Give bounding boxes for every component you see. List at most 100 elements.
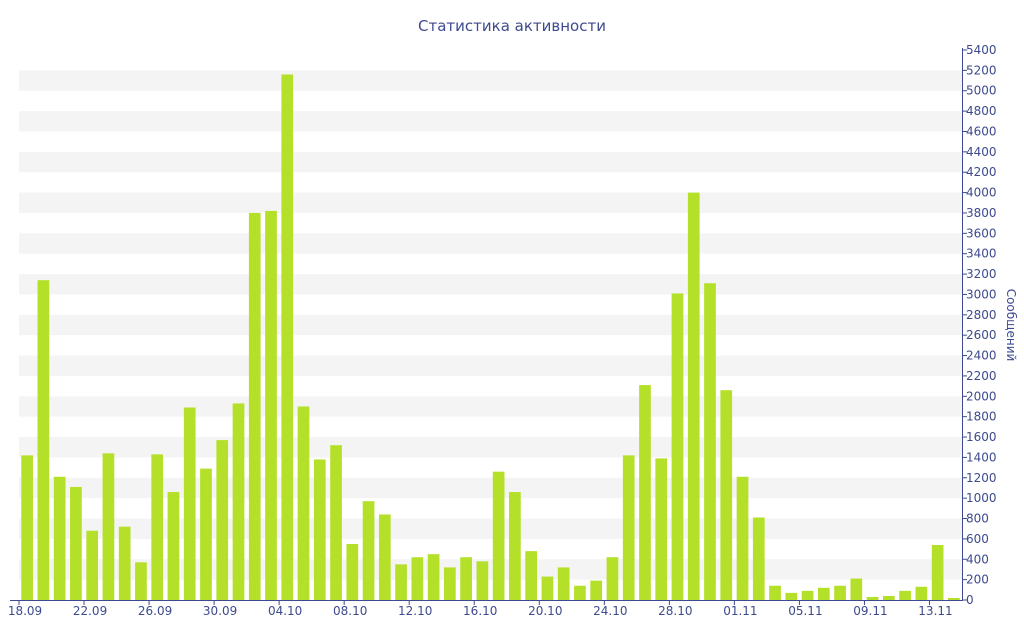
bar-14.11[interactable] <box>948 597 960 600</box>
bar-18.09[interactable] <box>21 455 33 600</box>
bar-15.10[interactable] <box>460 557 472 600</box>
bar-25.09[interactable] <box>135 562 147 600</box>
grid-band <box>19 192 962 213</box>
bar-02.10[interactable] <box>248 212 261 601</box>
y-tick-label: 5400 <box>966 43 997 57</box>
bar-28.09[interactable] <box>183 407 196 601</box>
y-tick-label: 400 <box>966 552 989 566</box>
bar-13.11[interactable] <box>931 545 944 600</box>
y-tick-label: 4000 <box>966 186 997 200</box>
y-tick-label: 600 <box>966 532 989 546</box>
bar-26.09[interactable] <box>151 454 164 600</box>
bar-07.10[interactable] <box>330 445 342 600</box>
x-tick-label: 04.10 <box>268 604 302 618</box>
y-tick-label: 2000 <box>966 389 997 403</box>
y-tick-label: 5200 <box>966 63 997 77</box>
x-tick-label: 16.10 <box>463 604 497 618</box>
grid-band <box>19 314 962 336</box>
bars <box>21 74 960 601</box>
y-tick-label: 2800 <box>966 308 997 322</box>
bar-22.10[interactable] <box>574 585 586 600</box>
bar-13.10[interactable] <box>427 554 440 600</box>
bar-06.11[interactable] <box>817 587 830 600</box>
bar-31.10[interactable] <box>720 390 733 600</box>
y-tick-label: 2600 <box>966 328 997 342</box>
y-tick-label: 800 <box>966 512 989 526</box>
y-tick-label: 1800 <box>966 410 997 424</box>
y-tick-label: 2200 <box>966 369 997 383</box>
x-tick-label: 28.10 <box>658 604 692 618</box>
bar-20.09[interactable] <box>53 476 66 600</box>
y-axis-label: Сообщений <box>1004 289 1018 362</box>
x-tick-label: 30.09 <box>203 604 237 618</box>
bar-28.10[interactable] <box>671 293 684 600</box>
x-tick-label: 18.09 <box>8 604 42 618</box>
bar-05.10[interactable] <box>297 406 310 600</box>
bar-07.11[interactable] <box>834 585 846 600</box>
grid-band <box>19 355 962 376</box>
bar-06.10[interactable] <box>313 459 326 600</box>
grid-band <box>19 274 962 295</box>
bar-19.10[interactable] <box>525 551 537 600</box>
y-axis-ticks: 0 200 400 600 800 1000 1200 1400 1600 1800 2000 220… <box>962 43 997 607</box>
bar-16.10[interactable] <box>476 561 489 600</box>
grid-band <box>19 233 962 254</box>
bar-24.09[interactable] <box>118 526 131 600</box>
y-tick-label: 3600 <box>966 226 997 240</box>
bar-23.10[interactable] <box>590 580 603 600</box>
y-tick-label: 1000 <box>966 491 997 505</box>
bar-05.11[interactable] <box>801 590 814 600</box>
y-tick-label: 4600 <box>966 124 997 138</box>
bar-30.10[interactable] <box>704 283 716 600</box>
bar-04.10[interactable] <box>281 74 294 600</box>
bar-26.10[interactable] <box>639 385 651 600</box>
bar-12.10[interactable] <box>411 557 424 600</box>
y-tick-label: 0 <box>966 593 974 607</box>
bar-10.11[interactable] <box>882 595 895 600</box>
bar-12.11[interactable] <box>915 586 928 600</box>
bar-08.11[interactable] <box>850 578 863 600</box>
y-tick-label: 5000 <box>966 84 997 98</box>
bar-27.10[interactable] <box>655 458 668 600</box>
bar-21.09[interactable] <box>70 486 82 600</box>
bar-11.10[interactable] <box>395 564 407 600</box>
y-tick-label: 3400 <box>966 247 997 261</box>
x-tick-label: 26.09 <box>138 604 172 618</box>
bar-24.10[interactable] <box>606 557 619 600</box>
bar-23.09[interactable] <box>102 453 115 600</box>
x-tick-label: 20.10 <box>528 604 562 618</box>
grid-band <box>19 151 962 173</box>
x-tick-label: 13.11 <box>918 604 952 618</box>
bar-21.10[interactable] <box>557 567 570 600</box>
bar-09.11[interactable] <box>866 596 879 600</box>
y-tick-label: 3200 <box>966 267 997 281</box>
bar-22.09[interactable] <box>86 530 99 600</box>
bar-19.09[interactable] <box>37 280 50 600</box>
bar-02.11[interactable] <box>752 517 765 601</box>
bar-03.11[interactable] <box>769 585 781 600</box>
bar-09.10[interactable] <box>362 501 375 600</box>
bar-20.10[interactable] <box>541 576 554 600</box>
bar-01.10[interactable] <box>232 403 245 600</box>
y-tick-label: 3000 <box>966 287 997 301</box>
bar-04.11[interactable] <box>785 592 798 600</box>
x-tick-label: 12.10 <box>398 604 432 618</box>
bar-01.11[interactable] <box>736 476 749 600</box>
bar-18.10[interactable] <box>509 492 521 600</box>
bar-08.10[interactable] <box>346 543 359 600</box>
bar-30.09[interactable] <box>216 440 229 600</box>
bar-11.11[interactable] <box>899 590 911 600</box>
y-tick-label: 4400 <box>966 145 997 159</box>
bar-25.10[interactable] <box>622 455 635 600</box>
bar-29.10[interactable] <box>687 192 700 600</box>
bar-14.10[interactable] <box>444 567 456 600</box>
x-axis-ticks: 18.09 22.09 26.09 30.09 04.10 08.10 12.10 16.10… <box>8 600 953 618</box>
bar-29.09[interactable] <box>200 468 212 600</box>
grid-band <box>19 70 962 91</box>
bar-27.09[interactable] <box>167 492 180 600</box>
bar-17.10[interactable] <box>492 471 505 600</box>
bar-10.10[interactable] <box>378 514 391 600</box>
bar-03.10[interactable] <box>265 210 277 601</box>
x-tick-label: 01.11 <box>723 604 757 618</box>
